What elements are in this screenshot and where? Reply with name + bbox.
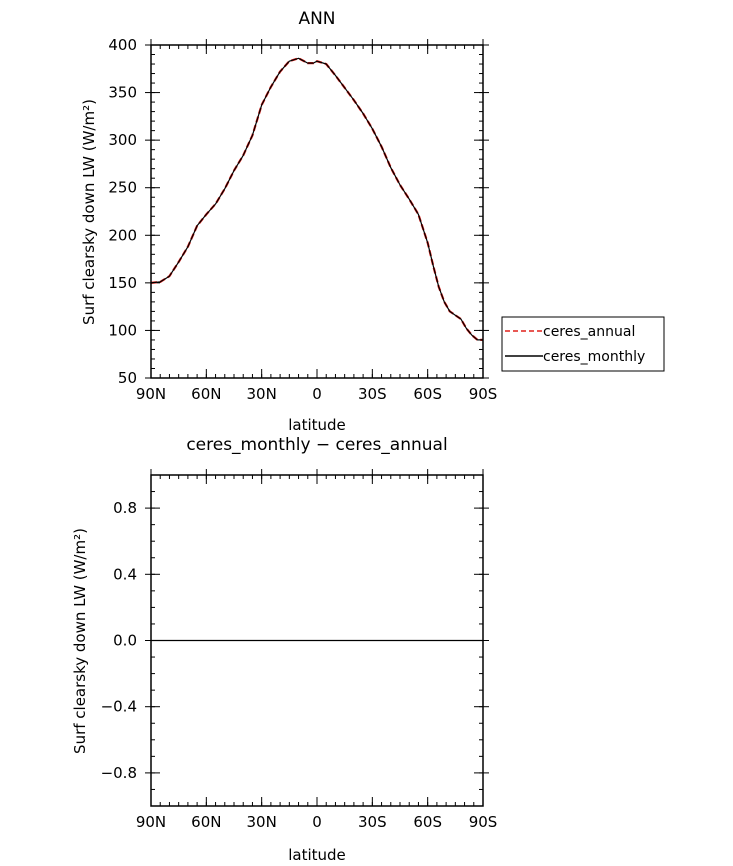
top-panel-frame [150,44,484,379]
legend: ceres_annual ceres_monthly [501,316,665,372]
bottom-panel-ylabel: Surf clearsky down LW (W/m²) [71,528,89,754]
bottom-panel: ceres_monthly − ceres_annual latitude Su… [71,435,497,864]
bottom-y-tick-label: 0.4 [113,565,137,583]
top-x-tick-label: 90S [469,385,498,403]
top-panel-series [150,57,483,341]
top-panel: ANN latitude Surf clearsky down LW (W/m²… [80,9,497,434]
top-y-tick-label: 100 [108,321,137,339]
bottom-x-tick-label: 30S [358,813,387,831]
bottom-x-tick-label: 90S [469,813,498,831]
legend-label-ceres-monthly: ceres_monthly [543,349,645,365]
top-x-tick-label: 30S [358,385,387,403]
top-x-tick-label: 90N [136,385,166,403]
top-y-tick-label: 300 [108,131,137,149]
top-y-tick-label: 50 [118,369,137,387]
top-panel-ylabel: Surf clearsky down LW (W/m²) [80,99,98,325]
bottom-panel-title: ceres_monthly − ceres_annual [186,435,447,455]
bottom-x-tick-label: 30N [247,813,277,831]
bottom-panel-xlabel: latitude [288,846,346,864]
top-x-tick-label: 60N [191,385,221,403]
bottom-panel-ticks: 90N 60N 30N 0 30S 60S 90S −0.8 −0.4 0.0 0.4 0.8 [101,469,498,831]
bottom-x-tick-label: 90N [136,813,166,831]
top-x-tick-label: 0 [312,385,322,403]
bottom-y-tick-label: −0.4 [101,698,137,716]
top-y-tick-label: 200 [108,226,137,244]
top-x-tick-label: 60S [413,385,442,403]
top-y-tick-label: 350 [108,84,137,102]
bottom-x-tick-label: 60S [413,813,442,831]
top-y-tick-label: 150 [108,274,137,292]
bottom-y-tick-label: −0.8 [101,764,137,782]
top-x-tick-label: 30N [247,385,277,403]
bottom-y-tick-label: 0.0 [113,632,137,650]
top-y-tick-label: 400 [108,36,137,54]
top-y-tick-label: 250 [108,179,137,197]
top-series-line-ceres-annual [150,57,483,341]
top-panel-ticks: 90N 60N 30N 0 30S 60S 90S 50 100 150 200 250 300 350 4… [108,36,497,403]
bottom-x-tick-label: 0 [312,813,322,831]
legend-box [501,316,665,372]
top-panel-title: ANN [298,9,335,29]
bottom-x-tick-label: 60N [191,813,221,831]
top-series-line-ceres-monthly [150,57,483,341]
top-panel-xlabel: latitude [288,416,346,434]
bottom-y-tick-label: 0.8 [113,499,137,517]
legend-label-ceres-annual: ceres_annual [543,324,635,340]
bottom-panel-frame [150,474,484,807]
